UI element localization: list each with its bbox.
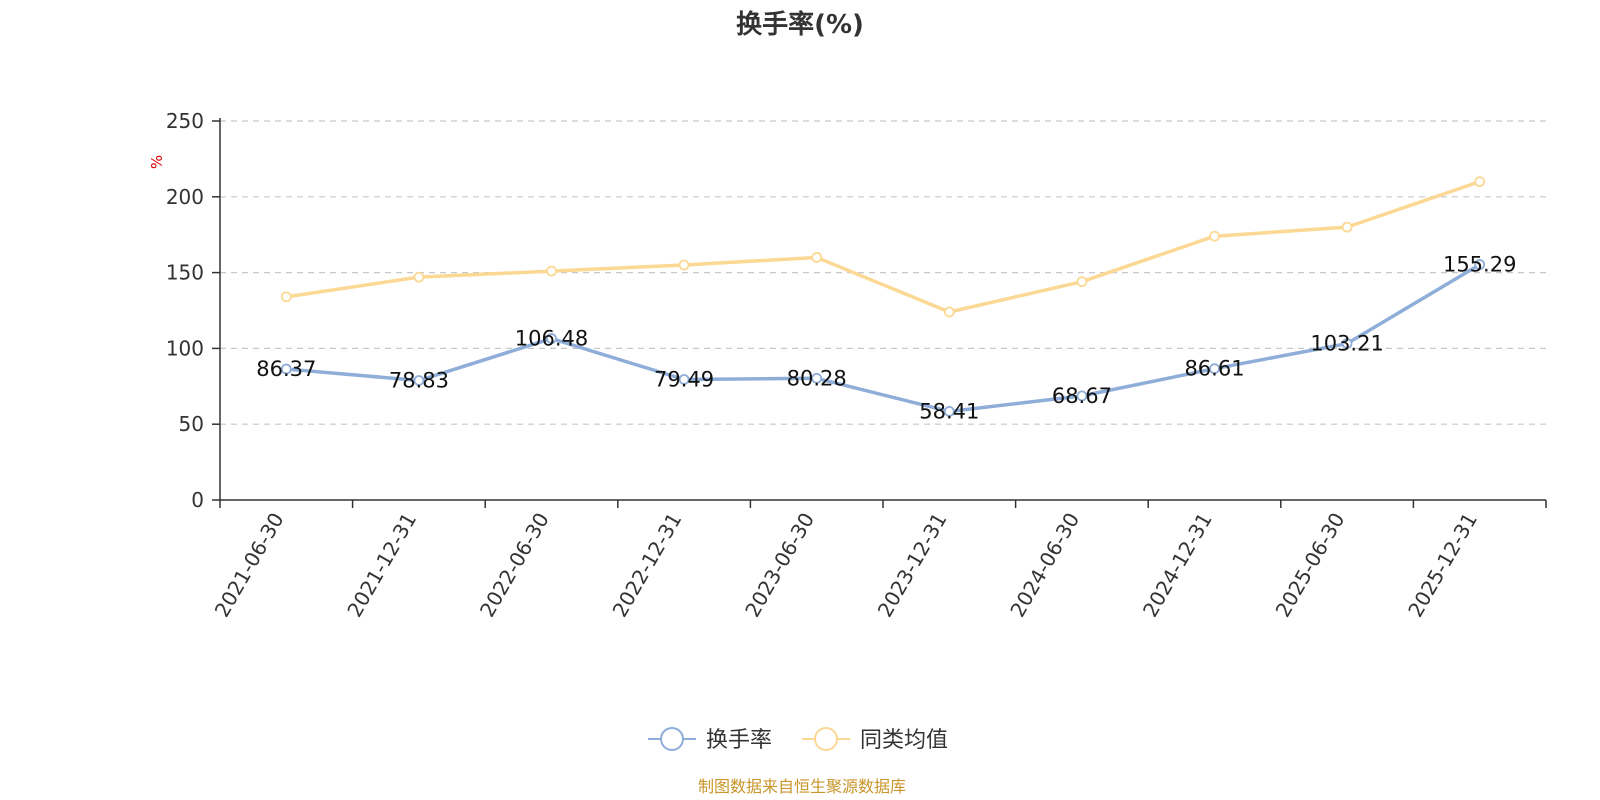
turnover-series-line <box>286 263 1481 414</box>
turnover-point <box>1474 259 1486 270</box>
peer-average-point <box>1474 176 1486 188</box>
legend-item-turnover[interactable]: 换手率 <box>648 727 772 753</box>
turnover-data-label: 86.37 <box>256 357 316 381</box>
turnover-point <box>546 333 557 344</box>
turnover-point <box>280 363 292 375</box>
y-tick-label: 0 <box>191 488 204 512</box>
x-tick-label: 2025-06-30 <box>1271 509 1350 622</box>
turnover-point <box>413 375 425 386</box>
turnover-data-label: 106.48 <box>515 327 588 351</box>
x-tick-label: 2021-12-31 <box>342 509 421 622</box>
turnover-data-label: 103.21 <box>1310 332 1383 356</box>
legend-turnover-label: 换手率 <box>706 728 772 753</box>
peer-average-point <box>678 259 690 271</box>
series-lines <box>280 176 1486 417</box>
x-tick-label: 2022-12-31 <box>608 509 687 622</box>
x-tick-label: 2023-06-30 <box>740 509 819 622</box>
peer-average-point <box>1341 221 1353 233</box>
turnover-point <box>678 374 690 385</box>
peer-average-point <box>280 291 292 303</box>
peer-average-point <box>1209 230 1220 242</box>
turnover-data-label: 58.41 <box>919 399 979 423</box>
data-labels: 86.37 78.83 106.48 79.49 80.28 58.41 68.67 86.6… <box>256 253 1516 424</box>
peer-average-point <box>811 252 823 263</box>
turnover-point <box>943 406 955 417</box>
peer-average-point <box>943 306 955 318</box>
turnover-point <box>1076 390 1088 402</box>
x-tick-label: 2022-06-30 <box>475 509 554 622</box>
y-tick-label: 200 <box>166 185 204 209</box>
turnover-data-label: 86.61 <box>1184 357 1244 381</box>
x-tick-label: 2024-12-31 <box>1138 509 1217 622</box>
turnover-point <box>1341 338 1353 349</box>
legend-turnover-marker <box>660 727 684 751</box>
x-tick-label: 2023-12-31 <box>873 509 952 622</box>
legend: 换手率 同类均值 <box>648 727 948 753</box>
y-tick-label: 150 <box>166 261 204 285</box>
peer-average-point <box>546 265 557 277</box>
x-tick-label: 2025-12-31 <box>1403 509 1482 622</box>
turnover-point <box>811 372 823 384</box>
legend-item-peer-average[interactable]: 同类均值 <box>802 727 948 753</box>
turnover-data-label: 80.28 <box>787 366 847 390</box>
data-source-note: 制图数据来自恒生聚源数据库 <box>698 777 906 796</box>
x-tick-label: 2021-06-30 <box>210 509 289 622</box>
turnover-point <box>1209 363 1220 375</box>
turnover-data-label: 79.49 <box>654 367 714 391</box>
legend-peer-average-marker <box>814 727 838 751</box>
peer-average-series-line <box>286 179 1481 314</box>
x-tick-label: 2024-06-30 <box>1005 509 1084 622</box>
y-tick-label: 50 <box>179 412 204 436</box>
chart-title: 换手率(%) <box>736 9 864 40</box>
peer-average-point <box>1076 276 1088 288</box>
legend-peer-average-label: 同类均值 <box>860 728 948 753</box>
y-tick-label: 100 <box>166 336 204 360</box>
turnover-data-label: 78.83 <box>389 368 449 392</box>
turnover-data-label: 68.67 <box>1052 384 1112 408</box>
axes: 0 50 100 150 200 250 2021-06-30 2021-12-31 2022-… <box>166 109 1547 622</box>
turnover-data-label: 155.29 <box>1443 253 1516 277</box>
y-axis-unit-label: % <box>148 155 166 169</box>
peer-average-point <box>413 271 425 283</box>
y-tick-label: 250 <box>166 109 204 133</box>
